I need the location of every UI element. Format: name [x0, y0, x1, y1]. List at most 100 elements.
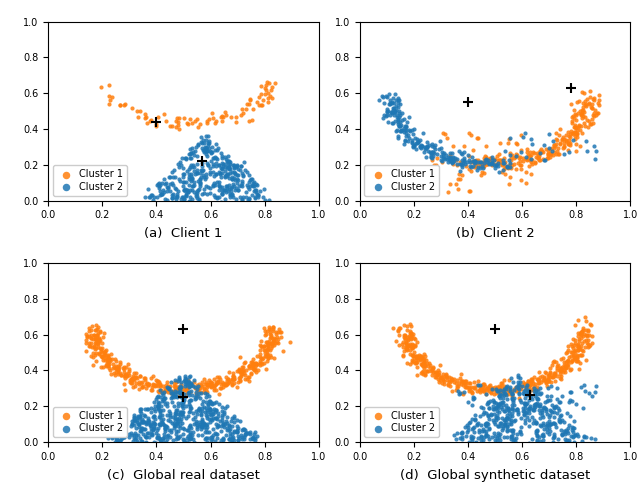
Cluster 1 [406, 331, 417, 339]
Cluster 2 [173, 422, 183, 430]
Cluster 2 [459, 157, 469, 165]
Cluster 1 [203, 381, 213, 389]
Cluster 1 [101, 354, 111, 362]
Cluster 1 [249, 366, 259, 373]
Cluster 1 [211, 386, 221, 394]
Cluster 1 [81, 330, 91, 338]
Cluster 2 [222, 182, 232, 190]
Cluster 2 [498, 159, 508, 167]
Cluster 1 [569, 351, 579, 359]
Cluster 2 [404, 113, 415, 121]
Cluster 1 [545, 150, 555, 158]
Cluster 1 [113, 368, 123, 376]
Cluster 2 [581, 434, 591, 441]
Cluster 1 [574, 121, 584, 128]
Cluster 2 [176, 393, 186, 400]
Cluster 2 [217, 411, 227, 418]
Cluster 2 [543, 384, 553, 392]
Cluster 2 [499, 401, 509, 409]
Cluster 1 [535, 156, 545, 164]
Cluster 2 [232, 426, 243, 434]
Cluster 2 [228, 427, 239, 435]
Cluster 2 [184, 400, 194, 408]
Cluster 1 [556, 364, 566, 372]
Cluster 1 [177, 388, 187, 396]
Cluster 1 [251, 368, 261, 375]
Cluster 2 [406, 127, 417, 134]
Cluster 1 [507, 387, 517, 395]
Cluster 1 [174, 125, 184, 133]
Cluster 1 [454, 170, 465, 178]
Cluster 2 [175, 399, 186, 407]
Cluster 2 [220, 160, 230, 168]
Cluster 1 [442, 374, 452, 382]
Cluster 2 [531, 386, 541, 394]
Cluster 1 [513, 387, 524, 395]
Cluster 1 [580, 356, 591, 364]
Cluster 2 [157, 391, 168, 399]
Cluster 2 [540, 156, 550, 164]
Cluster 1 [570, 135, 580, 142]
Cluster 1 [471, 156, 481, 164]
Cluster 2 [211, 415, 221, 423]
Cluster 2 [184, 166, 195, 173]
Cluster 2 [547, 393, 557, 400]
Cluster 2 [108, 427, 118, 435]
Cluster 2 [179, 170, 189, 178]
Cluster 2 [237, 435, 247, 442]
Cluster 2 [508, 398, 518, 406]
Cluster 1 [476, 386, 486, 394]
Cluster 2 [506, 435, 516, 442]
Cluster 1 [452, 382, 463, 390]
Cluster 2 [524, 406, 534, 414]
Cluster 1 [563, 346, 573, 354]
Cluster 2 [513, 411, 524, 418]
Cluster 2 [224, 185, 234, 193]
Cluster 2 [450, 154, 460, 162]
Cluster 2 [252, 191, 262, 199]
Cluster 2 [561, 438, 571, 445]
Cluster 1 [115, 101, 125, 109]
Cluster 2 [243, 195, 253, 203]
Cluster 2 [184, 391, 194, 398]
Cluster 2 [568, 432, 578, 440]
Cluster 2 [484, 424, 494, 432]
Cluster 2 [205, 164, 215, 171]
Cluster 1 [526, 381, 536, 388]
Cluster 2 [250, 434, 260, 442]
Cluster 1 [263, 98, 273, 105]
Cluster 1 [409, 335, 419, 342]
Cluster 1 [109, 355, 120, 363]
Cluster 2 [549, 404, 559, 412]
Cluster 2 [180, 192, 191, 200]
Cluster 2 [221, 171, 231, 179]
Cluster 2 [155, 435, 165, 442]
Cluster 2 [499, 385, 509, 393]
Cluster 2 [140, 432, 150, 440]
Cluster 1 [451, 386, 461, 394]
Cluster 1 [534, 369, 545, 376]
Cluster 2 [180, 372, 190, 380]
Cluster 2 [532, 431, 542, 439]
Cluster 1 [104, 81, 115, 89]
Cluster 2 [385, 96, 396, 103]
Cluster 1 [576, 328, 586, 336]
Cluster 2 [202, 183, 212, 191]
Cluster 1 [534, 380, 544, 387]
Cluster 1 [486, 385, 496, 393]
Cluster 2 [565, 412, 575, 420]
Cluster 2 [392, 96, 403, 104]
Cluster 1 [131, 369, 141, 377]
Cluster 2 [429, 145, 440, 153]
Cluster 2 [191, 167, 202, 174]
Cluster 1 [257, 355, 268, 363]
Cluster 2 [200, 426, 211, 433]
Cluster 1 [449, 142, 459, 150]
Cluster 1 [451, 180, 461, 188]
Cluster 2 [205, 398, 215, 406]
Cluster 1 [444, 373, 454, 381]
Cluster 1 [572, 129, 582, 137]
Cluster 2 [244, 194, 254, 202]
Cluster 1 [573, 337, 584, 345]
Cluster 1 [173, 383, 184, 391]
